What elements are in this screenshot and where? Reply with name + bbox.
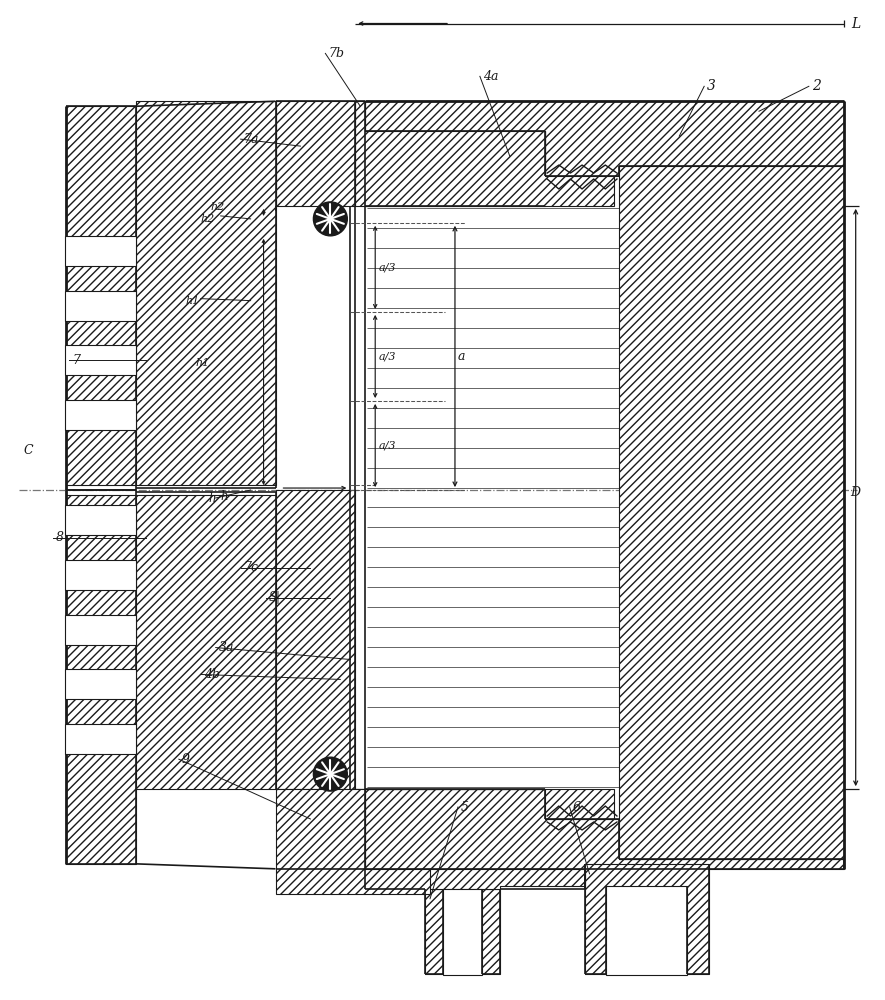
Text: h: h [209,492,216,505]
Text: h2: h2 [211,202,225,212]
Polygon shape [275,789,430,894]
Text: 3a: 3a [219,641,235,654]
Polygon shape [366,789,843,869]
Circle shape [313,757,347,791]
Polygon shape [65,345,136,375]
Polygon shape [65,505,136,535]
Text: a/3: a/3 [378,262,396,272]
Text: 2: 2 [812,79,820,93]
Polygon shape [366,101,843,176]
Text: L: L [851,17,861,31]
Text: S|: S| [268,591,281,604]
Polygon shape [366,131,544,206]
Polygon shape [136,495,275,789]
Polygon shape [425,889,500,974]
Text: D: D [850,486,859,499]
Text: 9: 9 [181,753,189,766]
Polygon shape [65,615,136,645]
Polygon shape [136,101,275,485]
Text: 7c: 7c [243,561,258,574]
Text: a/3: a/3 [378,441,396,451]
Text: h1: h1 [196,358,210,368]
Polygon shape [65,669,136,699]
Text: 7b: 7b [328,47,344,60]
Text: h1: h1 [186,296,200,306]
Polygon shape [585,864,709,974]
Text: C: C [23,444,33,457]
Polygon shape [366,869,585,889]
Text: 6: 6 [573,801,581,814]
Polygon shape [65,560,136,590]
Text: 4b: 4b [204,668,219,681]
Text: 3: 3 [707,79,716,93]
Text: a: a [458,350,466,363]
Text: 8: 8 [57,531,65,544]
Polygon shape [620,166,843,859]
Polygon shape [65,236,136,266]
Text: h: h [220,490,228,503]
Text: h2: h2 [201,214,215,224]
Text: 7: 7 [73,354,81,367]
Polygon shape [66,106,136,485]
Polygon shape [275,101,355,206]
Polygon shape [606,886,688,975]
Polygon shape [65,724,136,754]
Text: 5: 5 [461,801,469,814]
Polygon shape [66,495,136,864]
Text: 4a: 4a [483,70,498,83]
Circle shape [313,202,347,236]
Polygon shape [65,291,136,321]
Polygon shape [275,490,614,819]
Polygon shape [65,400,136,430]
Text: a/3: a/3 [378,351,396,361]
Polygon shape [355,101,614,206]
Text: 7a: 7a [243,133,259,146]
Polygon shape [443,889,481,975]
